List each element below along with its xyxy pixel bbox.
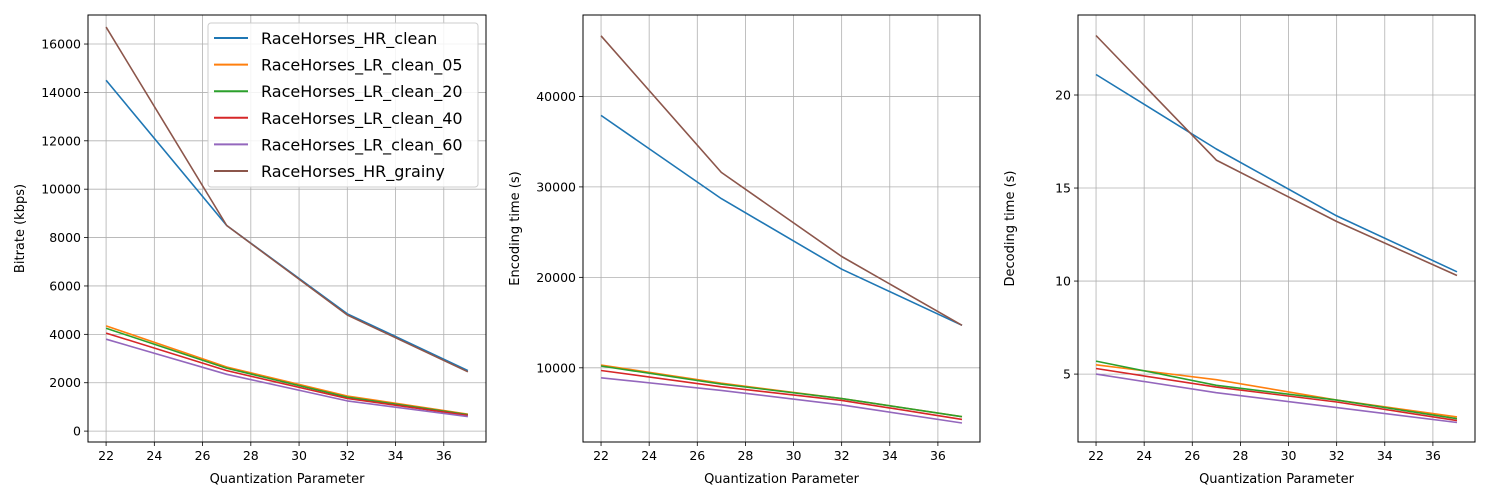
y-axis-label: Encoding time (s) bbox=[508, 171, 523, 285]
x-tick-label: 36 bbox=[436, 448, 452, 463]
x-axis-label: Quantization Parameter bbox=[704, 472, 860, 487]
legend-label: RaceHorses_HR_clean bbox=[261, 29, 437, 49]
x-tick-label: 24 bbox=[641, 448, 657, 463]
y-tick-label: 30000 bbox=[536, 179, 576, 194]
series-line-RaceHorses_LR_clean_60 bbox=[105, 338, 469, 418]
x-tick-label: 34 bbox=[1377, 448, 1393, 463]
series-line-RaceHorses_LR_clean_20 bbox=[1095, 360, 1458, 420]
x-tick-label: 32 bbox=[834, 448, 850, 463]
series-line-RaceHorses_LR_clean_40 bbox=[105, 332, 469, 417]
x-tick-label: 34 bbox=[882, 448, 898, 463]
series-line-RaceHorses_HR_clean bbox=[600, 114, 963, 327]
x-tick-label: 32 bbox=[1329, 448, 1345, 463]
chart-panel-1: 22 24 26 28 30 32 34 36 0 2000 4000 6000 8000 10000 12… bbox=[13, 14, 487, 487]
plot-frame bbox=[87, 14, 487, 443]
series-line-RaceHorses_LR_clean_05 bbox=[105, 325, 469, 415]
y-tick-label: 15 bbox=[1055, 181, 1071, 196]
x-tick-label: 30 bbox=[1281, 448, 1297, 463]
series-line-RaceHorses_HR_grainy bbox=[600, 35, 963, 326]
plot-frame bbox=[582, 14, 981, 443]
y-tick-label: 12000 bbox=[41, 133, 81, 148]
x-axis-label: Quantization Parameter bbox=[210, 472, 366, 487]
x-tick-label: 32 bbox=[339, 448, 355, 463]
x-tick-label: 22 bbox=[98, 448, 114, 463]
y-tick-label: 14000 bbox=[41, 85, 81, 100]
series-line-RaceHorses_LR_clean_05 bbox=[1095, 364, 1458, 418]
series-line-RaceHorses_LR_clean_60 bbox=[1095, 373, 1458, 424]
y-tick-label: 0 bbox=[73, 424, 81, 439]
x-tick-label: 30 bbox=[786, 448, 802, 463]
series-line-RaceHorses_HR_grainy bbox=[1095, 34, 1458, 277]
series-line-RaceHorses_HR_clean bbox=[1095, 73, 1458, 273]
x-tick-label: 26 bbox=[195, 448, 211, 463]
y-tick-label: 20000 bbox=[536, 270, 576, 285]
legend: RaceHorses_HR_clean RaceHorses_LR_clean_0… bbox=[207, 22, 479, 188]
series-line-RaceHorses_LR_clean_20 bbox=[600, 365, 963, 418]
y-axis-label: Bitrate (kbps) bbox=[13, 184, 28, 273]
legend-label: RaceHorses_LR_clean_20 bbox=[261, 82, 463, 102]
x-tick-label: 28 bbox=[1232, 448, 1248, 463]
chart-panel-2: 22 24 26 28 30 32 34 36 10000 20000 30000 40000 Quan… bbox=[508, 14, 981, 487]
legend-label: RaceHorses_LR_clean_40 bbox=[261, 109, 463, 129]
x-tick-label: 22 bbox=[593, 448, 609, 463]
y-tick-label: 2000 bbox=[49, 375, 81, 390]
x-tick-label: 26 bbox=[1184, 448, 1200, 463]
chart-panel-3: 22 24 26 28 30 32 34 36 5 10 15 20 Quantization Para… bbox=[1003, 14, 1476, 487]
x-tick-label: 22 bbox=[1088, 448, 1104, 463]
y-tick-label: 16000 bbox=[41, 37, 81, 52]
y-tick-label: 10000 bbox=[41, 182, 81, 197]
x-tick-label: 28 bbox=[737, 448, 753, 463]
legend-label: RaceHorses_HR_grainy bbox=[261, 162, 445, 182]
y-axis-label: Decoding time (s) bbox=[1003, 170, 1018, 286]
plot-frame bbox=[1077, 14, 1476, 443]
y-tick-label: 4000 bbox=[49, 327, 81, 342]
series-line-RaceHorses_LR_clean_20 bbox=[105, 327, 469, 416]
x-tick-label: 36 bbox=[930, 448, 946, 463]
y-tick-label: 10 bbox=[1055, 274, 1071, 289]
series-line-RaceHorses_LR_clean_40 bbox=[1095, 367, 1458, 422]
y-tick-label: 10000 bbox=[536, 360, 576, 375]
y-tick-label: 20 bbox=[1055, 88, 1071, 103]
y-tick-label: 40000 bbox=[536, 89, 576, 104]
series-line-RaceHorses_LR_clean_60 bbox=[600, 377, 963, 424]
x-tick-label: 34 bbox=[388, 448, 404, 463]
legend-box bbox=[207, 22, 479, 188]
y-tick-label: 5 bbox=[1063, 367, 1071, 382]
legend-label: RaceHorses_LR_clean_60 bbox=[261, 135, 463, 155]
x-tick-label: 36 bbox=[1425, 448, 1441, 463]
y-tick-label: 6000 bbox=[49, 278, 81, 293]
x-axis-label: Quantization Parameter bbox=[1199, 472, 1355, 487]
x-tick-label: 24 bbox=[1136, 448, 1152, 463]
x-tick-label: 26 bbox=[689, 448, 705, 463]
series-line-RaceHorses_LR_clean_40 bbox=[600, 369, 963, 421]
series-line-RaceHorses_HR_grainy bbox=[105, 26, 469, 373]
x-tick-label: 30 bbox=[291, 448, 307, 463]
legend-label: RaceHorses_LR_clean_05 bbox=[261, 56, 463, 76]
y-tick-label: 8000 bbox=[49, 230, 81, 245]
x-tick-label: 24 bbox=[146, 448, 162, 463]
x-tick-label: 28 bbox=[243, 448, 259, 463]
